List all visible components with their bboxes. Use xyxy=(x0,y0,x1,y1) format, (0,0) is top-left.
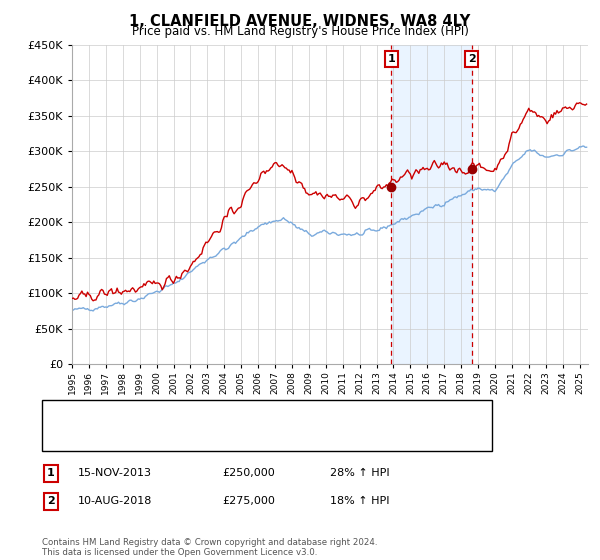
Text: £275,000: £275,000 xyxy=(222,496,275,506)
Text: HPI: Average price, detached house, Halton: HPI: Average price, detached house, Halt… xyxy=(90,432,317,442)
Text: Contains HM Land Registry data © Crown copyright and database right 2024.
This d: Contains HM Land Registry data © Crown c… xyxy=(42,538,377,557)
Text: Price paid vs. HM Land Registry's House Price Index (HPI): Price paid vs. HM Land Registry's House … xyxy=(131,25,469,38)
Text: 2: 2 xyxy=(47,496,55,506)
Text: 1: 1 xyxy=(47,468,55,478)
Text: £250,000: £250,000 xyxy=(222,468,275,478)
Text: 1, CLANFIELD AVENUE, WIDNES, WA8 4LY (detached house): 1, CLANFIELD AVENUE, WIDNES, WA8 4LY (de… xyxy=(90,409,400,419)
Text: 15-NOV-2013: 15-NOV-2013 xyxy=(78,468,152,478)
Text: 2: 2 xyxy=(468,54,475,64)
Text: 1: 1 xyxy=(388,54,395,64)
Text: 28% ↑ HPI: 28% ↑ HPI xyxy=(330,468,389,478)
Bar xyxy=(391,45,472,364)
Text: 1, CLANFIELD AVENUE, WIDNES, WA8 4LY: 1, CLANFIELD AVENUE, WIDNES, WA8 4LY xyxy=(130,14,470,29)
Text: 10-AUG-2018: 10-AUG-2018 xyxy=(78,496,152,506)
Text: 18% ↑ HPI: 18% ↑ HPI xyxy=(330,496,389,506)
